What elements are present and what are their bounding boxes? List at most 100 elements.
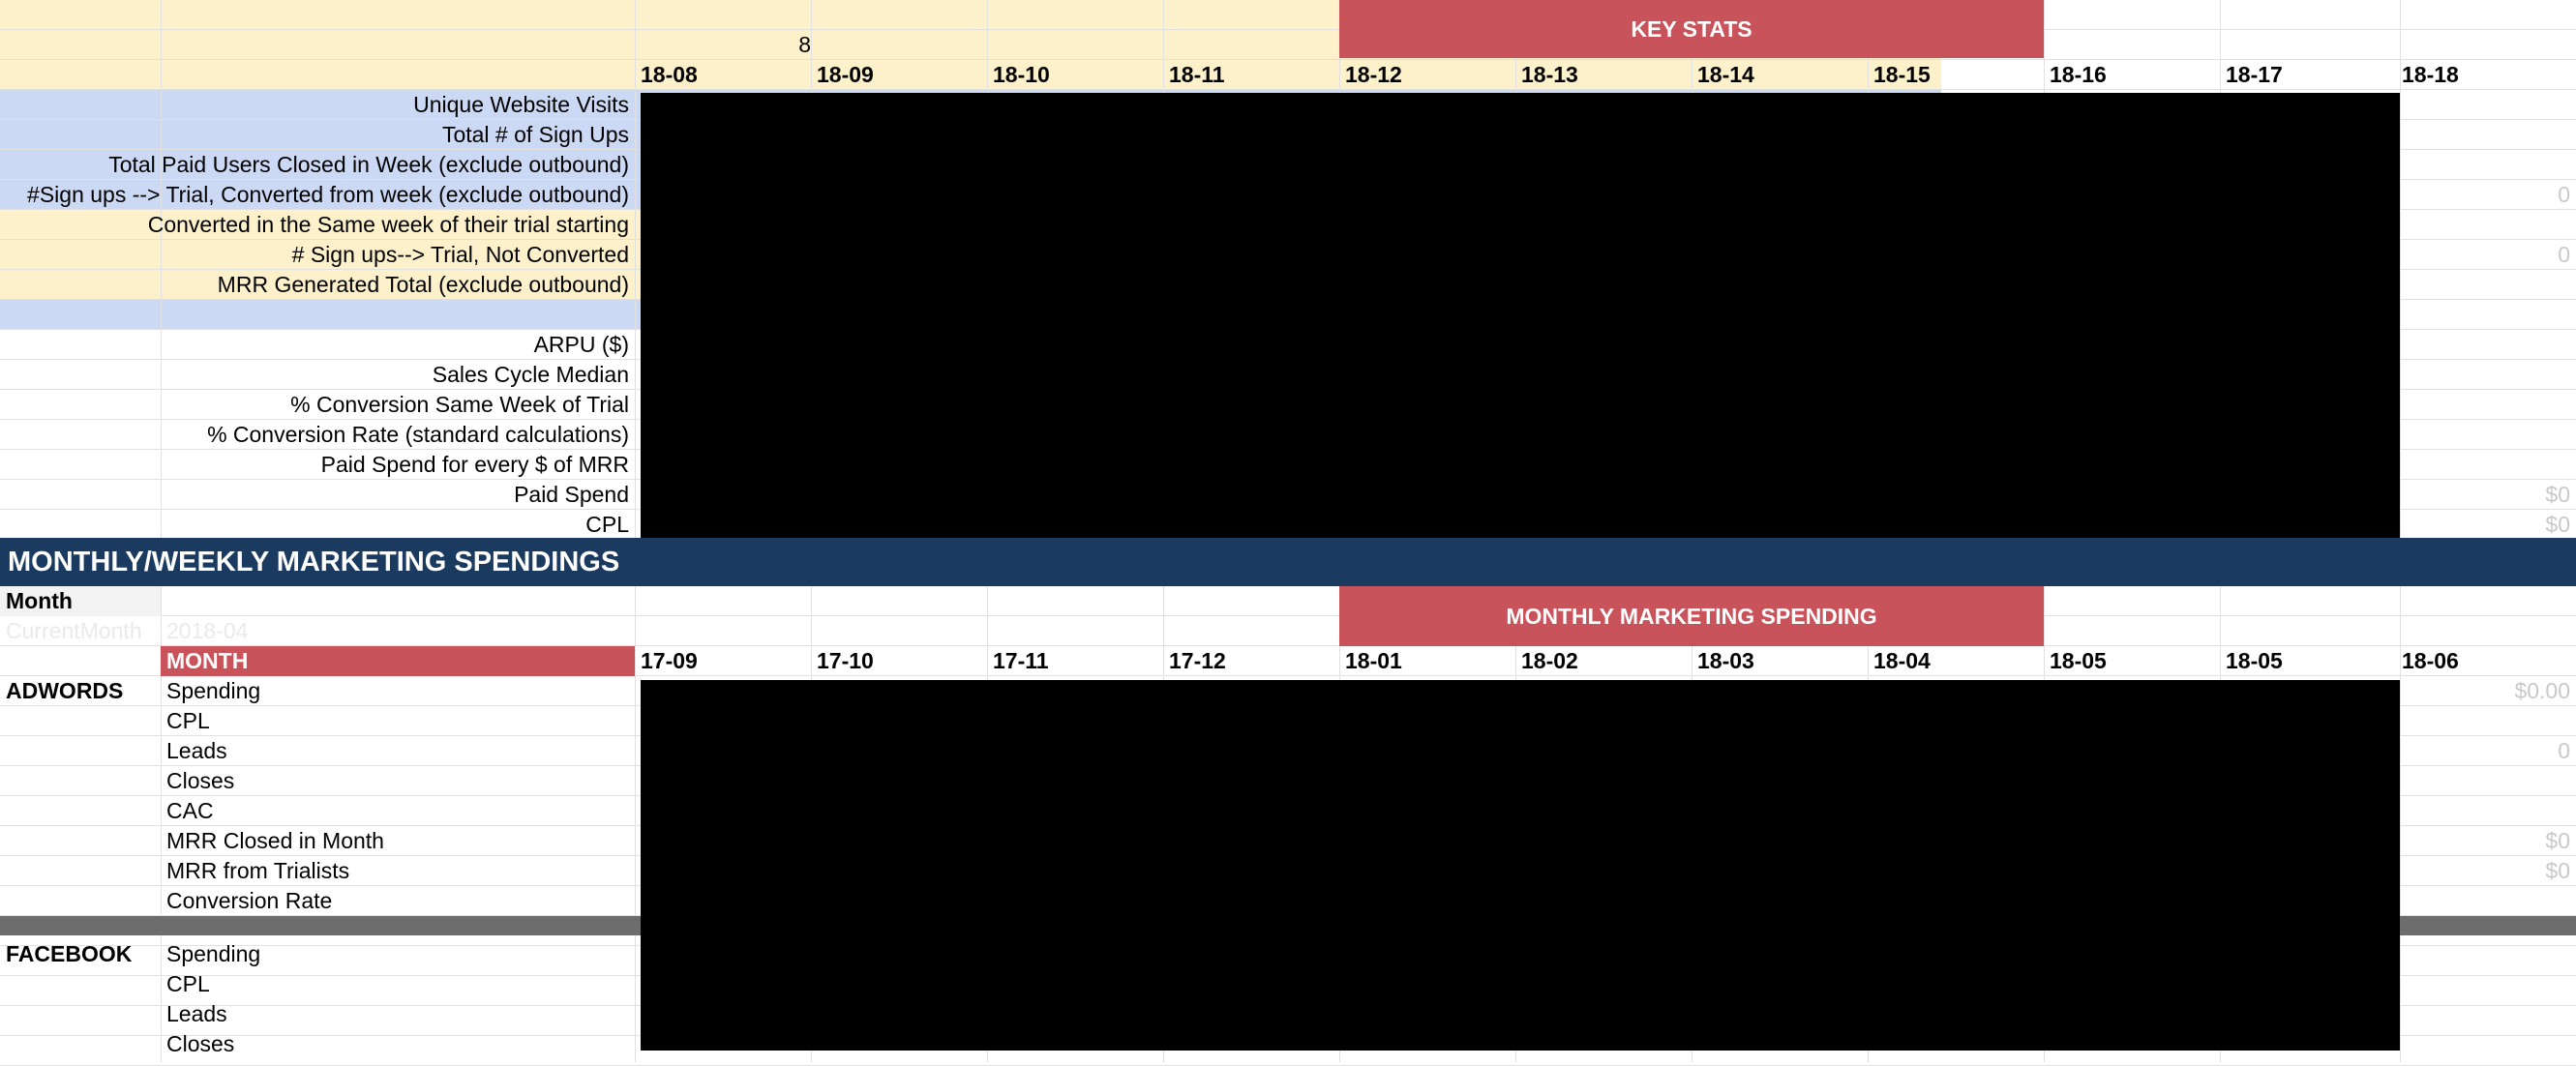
grid-column-line: [635, 0, 636, 538]
facebook-value-last-month[interactable]: [2400, 1029, 2576, 1059]
month-header[interactable]: 18-04: [1873, 648, 1931, 673]
month-header[interactable]: 17-09: [641, 648, 698, 673]
key-stats-header: KEY STATS: [1339, 0, 2044, 58]
adwords-metric-label[interactable]: Spending: [166, 678, 261, 703]
adwords-metric-label[interactable]: Closes: [166, 768, 235, 793]
month-header[interactable]: 18-05: [2050, 648, 2107, 673]
week-header[interactable]: 18-11: [1169, 62, 1225, 87]
grid-row: [0, 616, 2576, 646]
month-header[interactable]: 17-10: [817, 648, 874, 673]
metric-label[interactable]: Unique Website Visits: [413, 92, 629, 117]
metric-value-last-week[interactable]: [2400, 150, 2576, 180]
adwords-metric-label[interactable]: Conversion Rate: [166, 888, 333, 913]
facebook-metric-label[interactable]: Spending: [166, 941, 261, 966]
grid-column-line: [635, 586, 636, 1062]
metric-value-last-week[interactable]: [2400, 90, 2576, 120]
grid-row: [0, 646, 2576, 676]
week-header[interactable]: 18-13: [1521, 62, 1578, 87]
metric-label[interactable]: #Sign ups --> Trial, Converted from week…: [27, 182, 629, 207]
metric-value-last-week[interactable]: [2400, 360, 2576, 390]
week-header[interactable]: 18-16: [2050, 62, 2107, 87]
month-header[interactable]: 18-02: [1521, 648, 1578, 673]
metric-label[interactable]: # Sign ups--> Trial, Not Converted: [291, 242, 629, 267]
week-header[interactable]: 18-14: [1697, 62, 1754, 87]
metric-label[interactable]: Sales Cycle Median: [432, 362, 629, 387]
metric-label[interactable]: Paid Spend: [514, 482, 629, 507]
month-header[interactable]: 18-01: [1345, 648, 1402, 673]
metric-label[interactable]: % Conversion Same Week of Trial: [290, 392, 629, 417]
metric-value-last-week[interactable]: 0: [2558, 242, 2570, 267]
metric-value-last-week[interactable]: [2400, 270, 2576, 300]
month-header[interactable]: 17-12: [1169, 648, 1226, 673]
adwords-value-last-month[interactable]: [2400, 886, 2576, 916]
current-month-label[interactable]: CurrentMonth: [6, 618, 142, 643]
redacted-data-block: [641, 93, 2400, 538]
grid-column-line: [161, 586, 162, 1062]
adwords-value-last-month[interactable]: [2400, 706, 2576, 736]
facebook-value-last-month[interactable]: [2400, 969, 2576, 999]
adwords-value-last-month[interactable]: 0: [2558, 738, 2570, 763]
value-fill-strip: [0, 60, 1941, 90]
metric-label[interactable]: ARPU ($): [533, 332, 629, 357]
metric-label[interactable]: MRR Generated Total (exclude outbound): [217, 272, 629, 297]
week-header[interactable]: 18-09: [817, 62, 874, 87]
metric-value-last-week[interactable]: $0: [2545, 482, 2570, 507]
grid-row: [0, 60, 2576, 90]
metric-value-last-week[interactable]: $0: [2545, 512, 2570, 537]
facebook-value-last-month[interactable]: [2400, 999, 2576, 1029]
week-header[interactable]: 18-17: [2226, 62, 2283, 87]
metric-label[interactable]: Total # of Sign Ups: [441, 122, 629, 147]
facebook-value-last-month[interactable]: [2400, 939, 2576, 969]
adwords-value-last-month[interactable]: [2400, 796, 2576, 826]
week-header[interactable]: 18-15: [1873, 62, 1931, 87]
week-header[interactable]: 18-08: [641, 62, 698, 87]
month-column-header: MONTH: [161, 646, 635, 676]
metric-label[interactable]: Converted in the Same week of their tria…: [147, 212, 629, 237]
week-marker: 8: [798, 32, 811, 57]
month-header[interactable]: 18-06: [2402, 648, 2459, 673]
adwords-metric-label[interactable]: MRR Closed in Month: [166, 828, 384, 853]
adwords-value-last-month[interactable]: $0: [2545, 828, 2570, 853]
grid-row: [0, 30, 2576, 60]
metric-value-last-week[interactable]: [2400, 420, 2576, 450]
adwords-value-last-month[interactable]: $0.00: [2514, 678, 2570, 703]
adwords-metric-label[interactable]: Leads: [166, 738, 227, 763]
channel-label-adwords[interactable]: ADWORDS: [6, 678, 124, 703]
grid-column-line: [2400, 0, 2401, 538]
facebook-metric-label[interactable]: Leads: [166, 1001, 227, 1026]
adwords-metric-label[interactable]: CAC: [166, 798, 214, 823]
grid-column-line: [161, 0, 162, 538]
metric-value-last-week[interactable]: [2400, 390, 2576, 420]
facebook-metric-label[interactable]: Closes: [166, 1031, 235, 1056]
metric-value-last-week[interactable]: [2400, 450, 2576, 480]
metric-value-last-week[interactable]: [2400, 120, 2576, 150]
month-header[interactable]: 18-05: [2226, 648, 2283, 673]
adwords-metric-label[interactable]: CPL: [166, 708, 210, 733]
adwords-value-last-month[interactable]: $0: [2545, 858, 2570, 883]
facebook-metric-label[interactable]: CPL: [166, 971, 210, 996]
metric-value-last-week[interactable]: [2400, 330, 2576, 360]
metric-value-last-week[interactable]: [2400, 300, 2576, 330]
grid-column-line: [2400, 586, 2401, 1062]
adwords-metric-label[interactable]: MRR from Trialists: [166, 858, 350, 883]
week-header[interactable]: 18-10: [993, 62, 1050, 87]
metric-label[interactable]: CPL: [585, 512, 629, 537]
metric-value-last-week[interactable]: 0: [2558, 182, 2570, 207]
grid-row: [0, 586, 2576, 616]
month-header[interactable]: 18-03: [1697, 648, 1754, 673]
week-header[interactable]: 18-12: [1345, 62, 1402, 87]
month-label[interactable]: Month: [0, 586, 161, 616]
channel-label-facebook[interactable]: FACEBOOK: [6, 941, 133, 966]
metric-label[interactable]: [0, 300, 635, 330]
month-header[interactable]: 17-11: [993, 648, 1049, 673]
week-header[interactable]: 18-18: [2402, 62, 2459, 87]
metric-label[interactable]: % Conversion Rate (standard calculations…: [207, 422, 629, 447]
metric-label[interactable]: Paid Spend for every $ of MRR: [320, 452, 629, 477]
marketing-spendings-banner: MONTHLY/WEEKLY MARKETING SPENDINGS: [0, 538, 2576, 586]
current-month-value[interactable]: 2018-04: [166, 618, 249, 643]
adwords-value-last-month[interactable]: [2400, 766, 2576, 796]
metric-value-last-week[interactable]: [2400, 210, 2576, 240]
grid-row: [0, 0, 2576, 30]
metric-label[interactable]: Total Paid Users Closed in Week (exclude…: [108, 152, 629, 177]
